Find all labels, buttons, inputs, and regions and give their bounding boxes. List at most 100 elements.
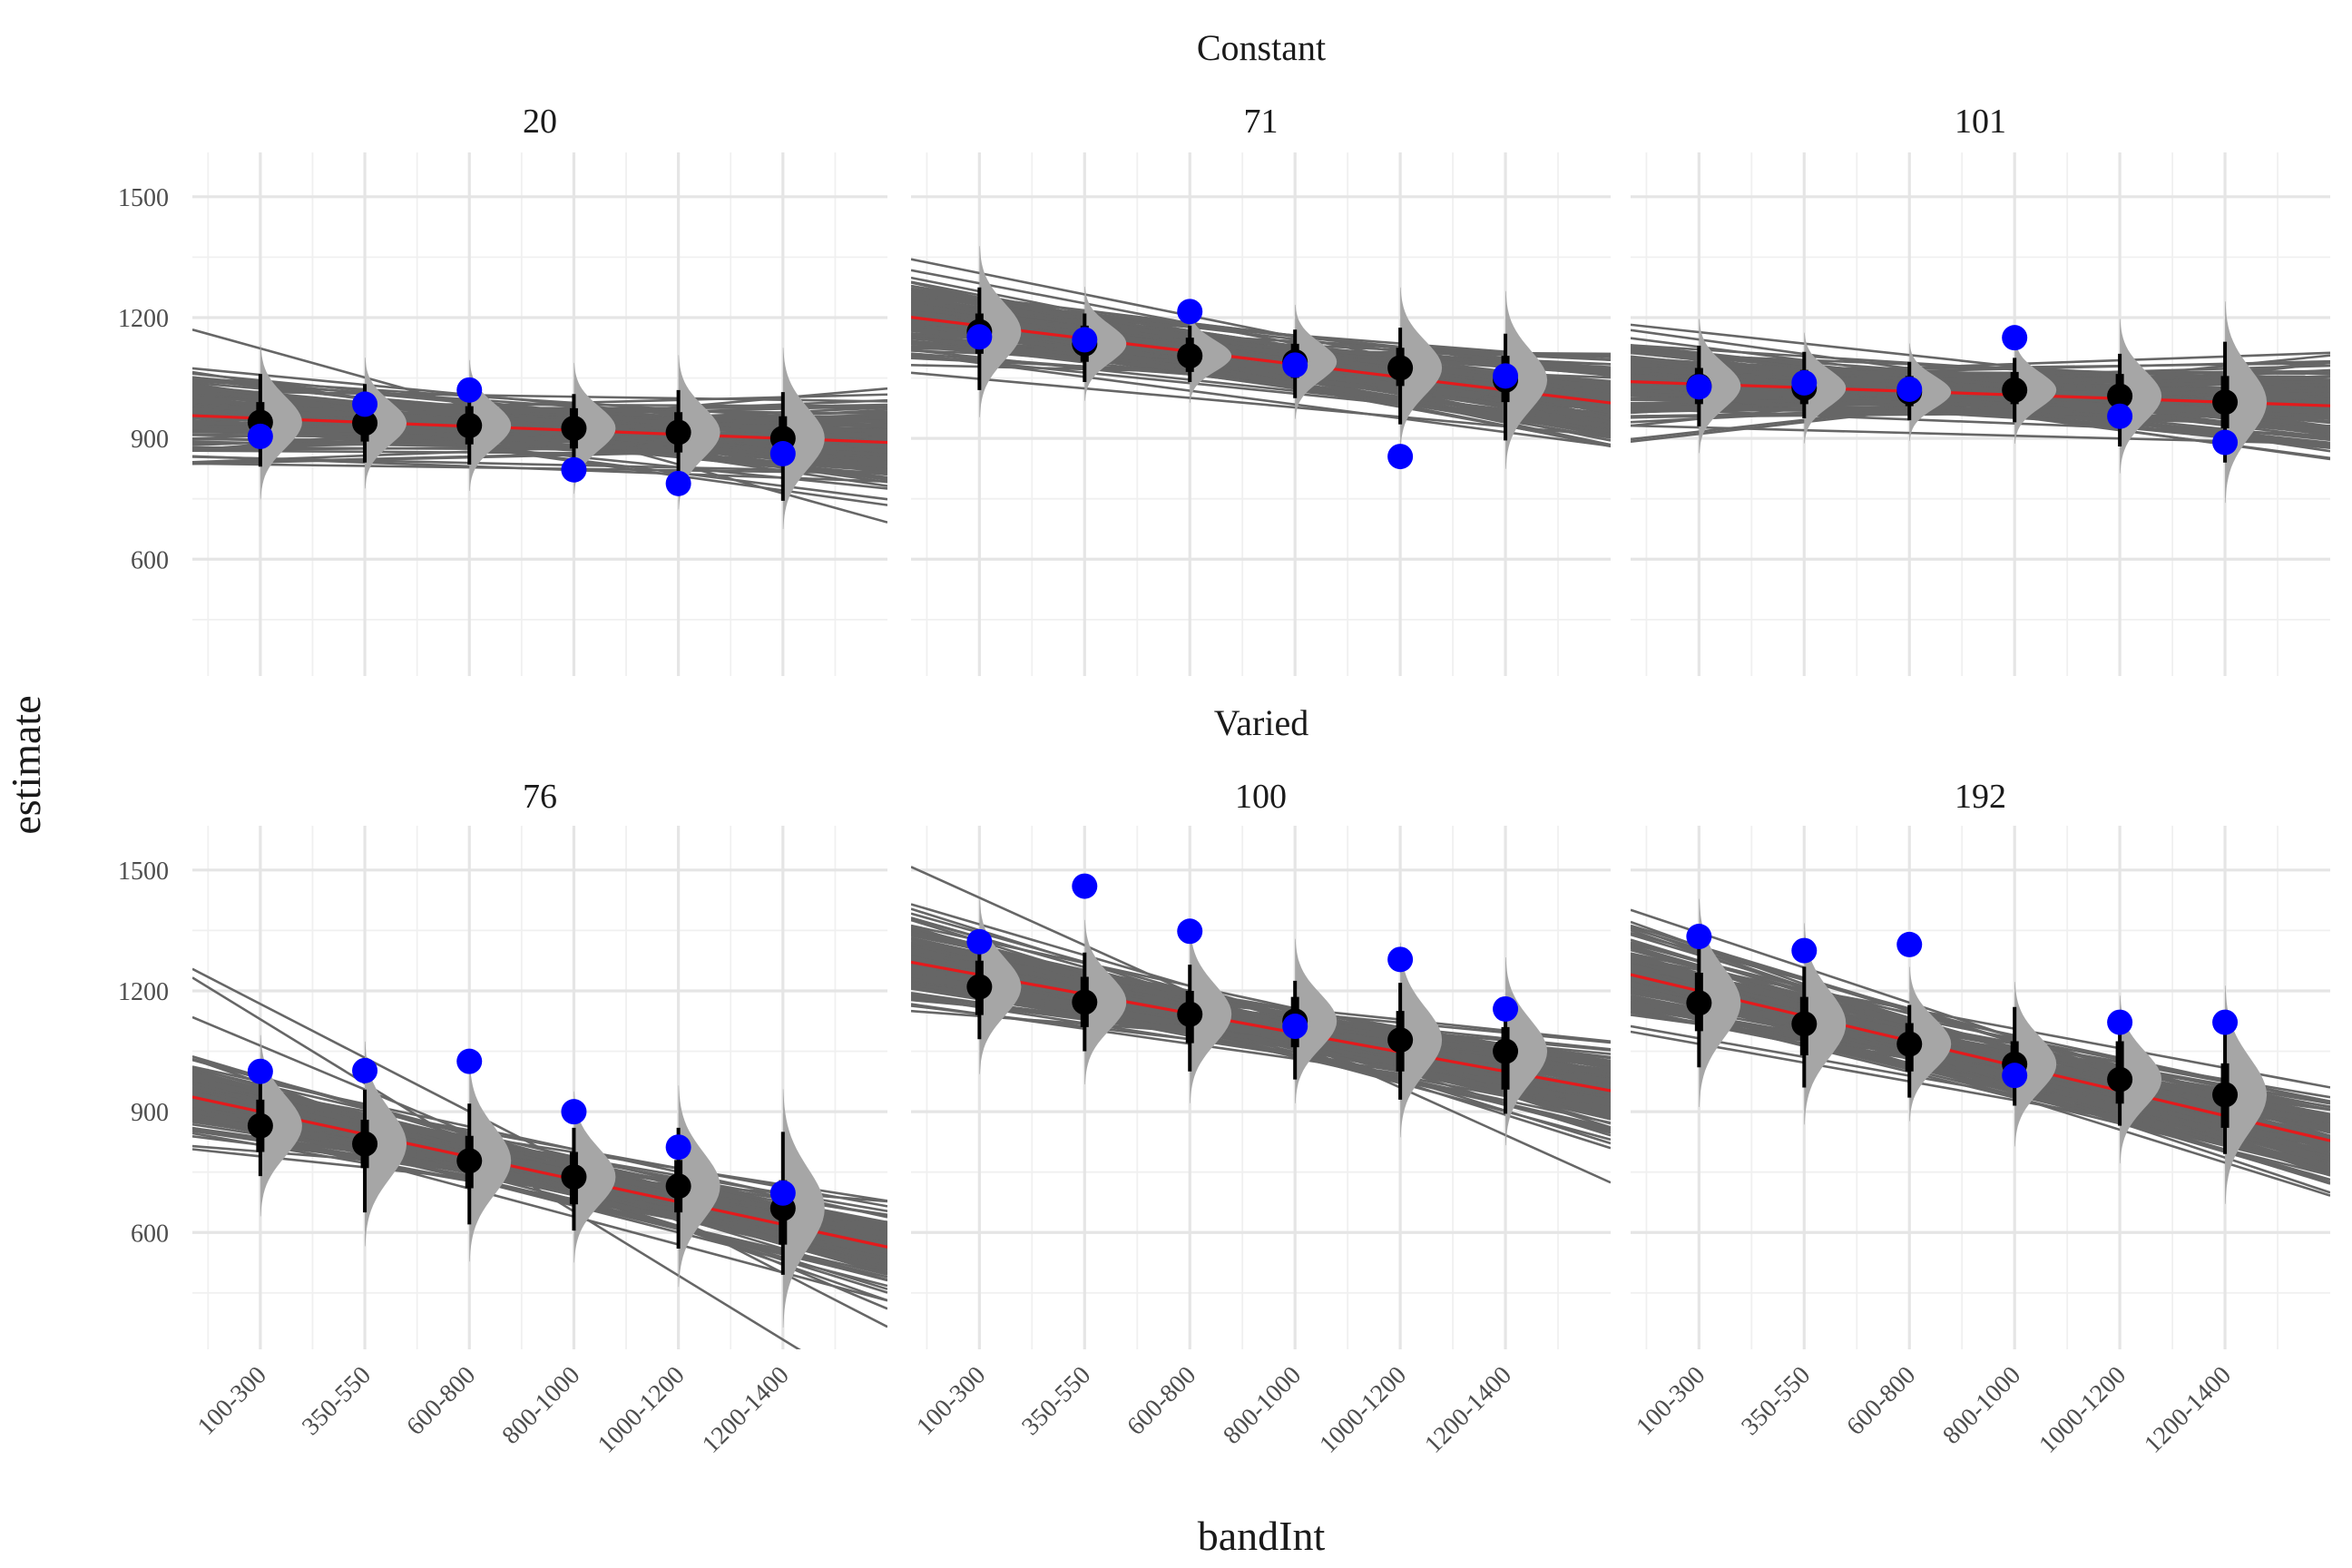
- posterior-density: [573, 362, 616, 495]
- x-tick-label: 1200-1400: [697, 1361, 795, 1459]
- band-line: [911, 995, 1611, 1105]
- posterior-density: [1400, 287, 1443, 449]
- x-tick-label: 800-1000: [497, 1361, 586, 1450]
- band-line: [192, 967, 887, 1328]
- observed-point: [1686, 374, 1712, 400]
- posterior-point: [966, 974, 993, 1000]
- band-line: [192, 1108, 887, 1257]
- posterior-density: [1295, 938, 1338, 1103]
- posterior-point: [1493, 1038, 1519, 1064]
- panel: 192 100-300 350-550 600-800 800-1000 1000-120…: [1631, 778, 2330, 1459]
- band-line: [192, 403, 887, 418]
- band-line: [192, 393, 887, 415]
- band-line: [911, 289, 1611, 375]
- posterior-density: [1804, 332, 1847, 444]
- y-tick-label: 900: [131, 426, 169, 454]
- posterior-point: [2212, 389, 2239, 416]
- band-line: [1631, 367, 2330, 381]
- band-line: [911, 965, 1611, 1105]
- x-tick-label: 1000-1200: [1314, 1361, 1412, 1459]
- band-line: [192, 462, 887, 475]
- x-tick-label: 600-800: [1122, 1361, 1201, 1441]
- observed-point: [1686, 924, 1712, 950]
- band-line: [1631, 346, 2330, 429]
- fit-line: [911, 960, 1611, 1093]
- band-line: [911, 958, 1611, 1083]
- panel-strip-label: 71: [1244, 103, 1279, 141]
- band-line: [911, 956, 1611, 1083]
- observed-point: [769, 440, 796, 466]
- posterior-point: [1387, 355, 1414, 381]
- x-tick-label: 600-800: [1841, 1361, 1921, 1441]
- observed-point: [2212, 429, 2239, 456]
- posterior-density: [1190, 309, 1232, 403]
- observed-point: [1282, 1014, 1308, 1040]
- group-labels: Constant Varied: [1197, 27, 1326, 743]
- posterior-density: [260, 1034, 302, 1217]
- band-line: [911, 352, 1611, 447]
- group-label: Constant: [1197, 27, 1326, 68]
- observed-point: [561, 456, 587, 483]
- x-tick-label: 1200-1400: [1419, 1361, 1517, 1459]
- observed-point: [1791, 369, 1818, 396]
- posterior-density: [2225, 301, 2268, 504]
- posterior-density: [1084, 919, 1127, 1085]
- posterior-density: [260, 345, 302, 500]
- band-line: [1631, 929, 2330, 1167]
- posterior-density: [782, 348, 825, 529]
- panel: 100 100-300 350-550 600-800 800-1000 1000-120…: [911, 778, 1611, 1459]
- posterior-point: [456, 412, 483, 438]
- panel: 71: [911, 103, 1611, 676]
- panel: 20 600 900 1200 1500: [118, 103, 887, 676]
- posterior-density: [469, 1060, 512, 1262]
- y-tick-label: 1500: [118, 184, 169, 212]
- observed-point: [2002, 325, 2028, 351]
- posterior-point: [2107, 383, 2133, 409]
- posterior-density: [1084, 286, 1127, 401]
- group-label: Varied: [1214, 702, 1308, 743]
- observed-point: [247, 423, 273, 449]
- posterior-density: [1295, 304, 1338, 419]
- band-line: [1631, 956, 2330, 1089]
- panel-strip-label: 192: [1955, 778, 2006, 816]
- x-tick-label: 1200-1400: [2139, 1361, 2237, 1459]
- observed-point: [2212, 1009, 2239, 1035]
- posterior-point: [2107, 1066, 2133, 1093]
- band-line: [192, 1099, 887, 1261]
- x-axis-title: bandInt: [1198, 1513, 1326, 1559]
- posterior-density: [2014, 336, 2057, 445]
- posterior-band: [911, 866, 1611, 1184]
- band-line: [1631, 370, 2330, 433]
- x-tick-label: 100-300: [1631, 1361, 1710, 1441]
- posterior-point: [1177, 1001, 1203, 1027]
- x-tick-label: 800-1000: [1937, 1361, 2026, 1450]
- posterior-band: [192, 328, 887, 524]
- posterior-point: [1686, 990, 1712, 1016]
- observed-point: [665, 1134, 691, 1161]
- posterior-density: [2014, 982, 2057, 1147]
- panel: 76 600 900 1200 1500 100-300 350-550 600-800 800…: [118, 778, 887, 1459]
- posterior-density: [979, 246, 1022, 417]
- band-line: [911, 336, 1611, 424]
- posterior-density: [573, 1091, 616, 1263]
- band-line: [192, 1093, 887, 1247]
- band-line: [911, 325, 1611, 375]
- band-line: [192, 1072, 887, 1249]
- band-line: [1631, 388, 2330, 410]
- observed-point: [966, 324, 993, 350]
- band-line: [911, 333, 1611, 408]
- posterior-density: [2120, 995, 2162, 1164]
- posterior-point: [1896, 1031, 1923, 1057]
- posterior-density: [365, 1041, 407, 1247]
- posterior-density: [1699, 318, 1741, 454]
- observed-point: [1177, 918, 1203, 945]
- band-line: [911, 997, 1611, 1081]
- posterior-density: [365, 358, 407, 489]
- posterior-density: [1909, 343, 1952, 441]
- posterior-point: [352, 1131, 378, 1157]
- posterior-density: [1909, 966, 1952, 1122]
- x-tick-label: 350-550: [1736, 1361, 1816, 1441]
- panel-strip-label: 100: [1235, 778, 1287, 816]
- observed-point: [352, 391, 378, 417]
